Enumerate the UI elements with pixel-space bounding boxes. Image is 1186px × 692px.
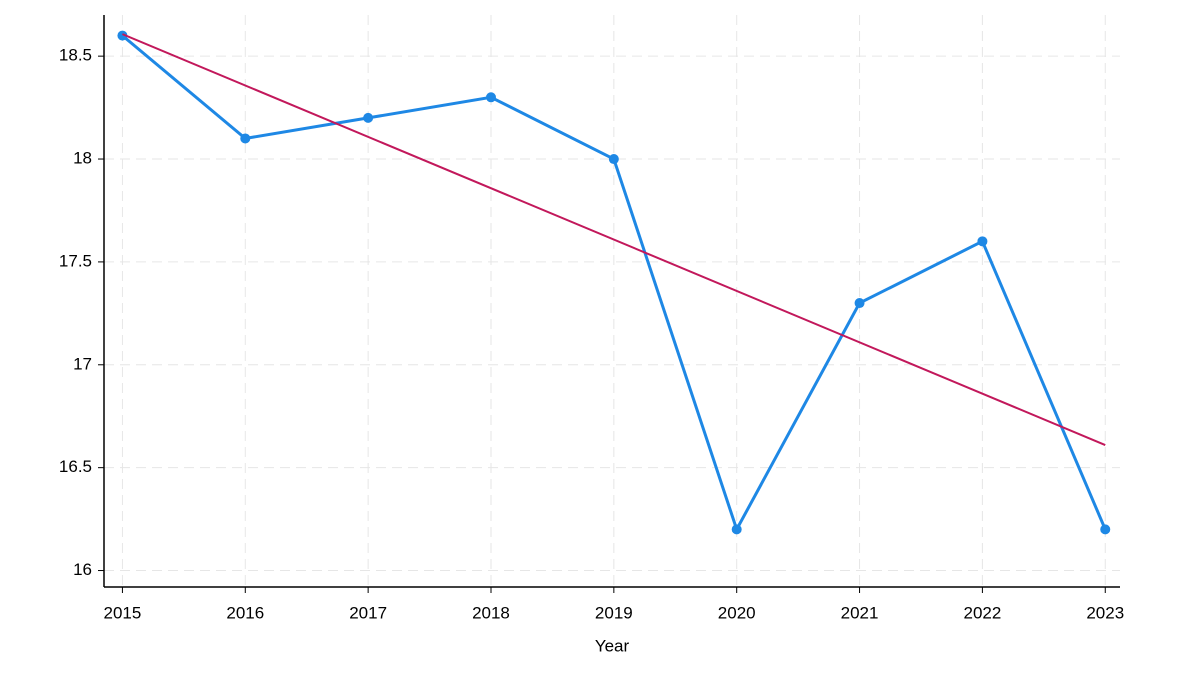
point (854, 298, 865, 309)
x-tick-label: 2019 (595, 603, 633, 622)
point (608, 154, 619, 165)
x-tick-label: 2018 (472, 603, 510, 622)
x-tick-label: 2023 (1086, 603, 1124, 622)
y-tick-label: 18.5 (59, 46, 92, 65)
y-tick-label: 16.5 (59, 457, 92, 476)
point (977, 236, 988, 247)
point (240, 133, 251, 144)
x-tick-label: 2017 (349, 603, 387, 622)
y-tick-label: 17 (73, 354, 92, 373)
x-tick-label: 2020 (718, 603, 756, 622)
point (1100, 524, 1111, 535)
point (363, 112, 374, 123)
x-tick-label: 2015 (104, 603, 142, 622)
y-tick-label: 16 (73, 560, 92, 579)
x-tick-label: 2021 (841, 603, 879, 622)
y-tick-label: 17.5 (59, 251, 92, 270)
series-line (122, 33, 1106, 446)
point (485, 92, 496, 103)
point (731, 524, 742, 535)
y-tick-label: 18 (73, 149, 92, 168)
x-tick-label: 2022 (963, 603, 1001, 622)
x-tick-label: 2016 (226, 603, 264, 622)
point (117, 30, 128, 41)
x-axis-label: Year (595, 636, 630, 655)
